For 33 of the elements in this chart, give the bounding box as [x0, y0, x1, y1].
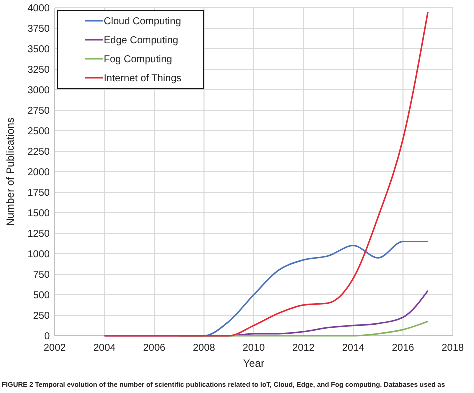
y-tick-label: 2250 — [28, 147, 50, 158]
y-tick-label: 3000 — [28, 86, 50, 96]
y-tick-label: 250 — [33, 311, 50, 322]
y-tick-label: 4000 — [28, 4, 50, 14]
y-tick-label: 500 — [33, 290, 50, 302]
x-tick-label: 2012 — [292, 343, 316, 354]
x-tick-label: 2004 — [94, 343, 116, 354]
y-tick-label: 2000 — [28, 168, 50, 178]
x-tick-label: 2010 — [242, 343, 266, 354]
y-tick-label: 2500 — [28, 126, 50, 138]
y-tick-label: 1250 — [28, 229, 50, 240]
legend-label: Internet of Things — [104, 74, 182, 84]
y-tick-label: 0 — [44, 332, 50, 342]
x-axis-title: Year — [243, 358, 266, 370]
x-tick-label: 2018 — [442, 343, 465, 354]
x-tick-label: 2006 — [143, 343, 166, 354]
x-tick-label: 2008 — [193, 343, 216, 354]
legend-label: Fog Computing — [104, 54, 172, 66]
y-tick-label: 2750 — [28, 106, 50, 117]
legend-label: Cloud Computing — [104, 16, 182, 28]
line-series — [104, 11, 429, 337]
y-tick-label: 3250 — [28, 65, 50, 76]
x-tick-label: 2016 — [392, 343, 415, 354]
x-tick-label: 2002 — [44, 343, 67, 354]
y-tick-label: 1500 — [28, 208, 50, 220]
legend-label: Edge Computing — [104, 36, 178, 46]
y-tick-label: 3500 — [28, 44, 50, 56]
y-tick-label: 1000 — [28, 250, 50, 260]
y-tick-label: 1750 — [28, 188, 50, 199]
y-tick-label: 3750 — [28, 24, 50, 35]
y-axis-title: Number of Publications — [5, 118, 17, 226]
x-tick-label: 2014 — [342, 343, 366, 354]
y-tick-label: 750 — [33, 270, 50, 281]
